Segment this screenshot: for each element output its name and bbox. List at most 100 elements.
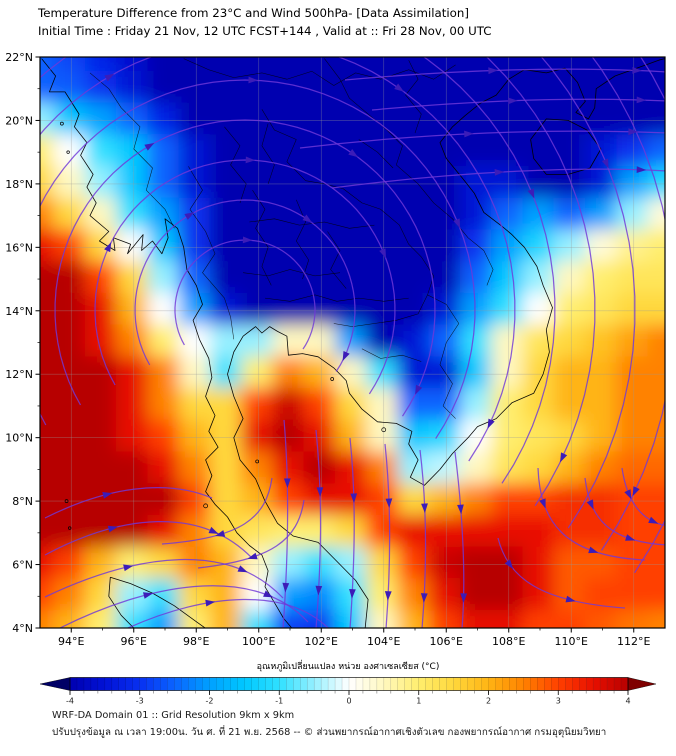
streamline xyxy=(454,451,465,628)
wind-arrowhead xyxy=(144,143,155,151)
coastline-path xyxy=(227,58,665,628)
island-outline xyxy=(66,150,70,154)
lon-tick-label: 106°E xyxy=(430,635,463,648)
colorbar-segment xyxy=(481,677,489,691)
colorbar-segment xyxy=(237,677,245,691)
wind-arrowhead xyxy=(107,525,118,533)
colorbar-segment xyxy=(320,677,329,691)
wind-arrowhead xyxy=(588,546,599,554)
lon-tick-label: 98°E xyxy=(183,635,209,648)
coastline-path xyxy=(361,348,422,362)
coastline-path xyxy=(333,294,428,327)
lon-tick-label: 112°E xyxy=(617,635,650,648)
colorbar-segment xyxy=(397,677,406,691)
footer-update-info: ปรับปรุงข้อมูล ณ เวลา 19:00น. วัน ศ. ที่… xyxy=(52,727,607,738)
colorbar-segment xyxy=(195,677,203,691)
wind-arrowhead xyxy=(420,593,428,603)
wind-arrowhead xyxy=(350,493,358,503)
streamline xyxy=(40,57,556,484)
lon-tick-label: 96°E xyxy=(121,635,147,648)
lon-tick-label: 110°E xyxy=(555,635,588,648)
colorbar-segment xyxy=(530,677,538,691)
wind-arrowhead xyxy=(263,590,274,598)
colorbar-segment xyxy=(83,677,92,691)
streamline xyxy=(127,598,329,628)
colorbar-segment xyxy=(341,677,350,691)
wind-arrowhead xyxy=(625,534,636,541)
coastline-path xyxy=(243,269,341,277)
colorbar-tick-label: 2 xyxy=(486,697,491,706)
colorbar-segment xyxy=(390,677,399,691)
colorbar-over-arrow xyxy=(627,677,657,691)
colorbar-segment xyxy=(411,677,420,691)
colorbar-segment xyxy=(362,677,371,691)
colorbar-segment xyxy=(125,677,134,691)
wind-arrowhead xyxy=(457,504,464,515)
streamline xyxy=(40,57,516,462)
wind-arrowhead xyxy=(539,498,546,509)
streamline xyxy=(197,499,305,569)
lat-tick-label: 14°N xyxy=(5,305,33,318)
colorbar-segment xyxy=(265,677,273,691)
wind-arrowhead xyxy=(632,486,640,497)
wind-arrowhead xyxy=(245,156,256,164)
colorbar-segment xyxy=(327,677,336,691)
colorbar-segment xyxy=(585,677,594,691)
colorbar-segment xyxy=(216,677,224,691)
grid-lines xyxy=(40,57,665,628)
streamline xyxy=(44,521,253,559)
coastline-path xyxy=(41,58,293,628)
wind-arrowhead xyxy=(283,478,291,488)
wind-arrowhead xyxy=(601,158,609,169)
island-outline xyxy=(255,459,260,464)
wind-arrowhead xyxy=(248,76,258,84)
wind-arrowhead xyxy=(247,552,258,560)
streamline xyxy=(134,199,356,372)
island-outline xyxy=(68,526,72,530)
streamline xyxy=(344,68,665,81)
coastline-path xyxy=(89,72,175,229)
wind-arrowhead xyxy=(302,214,313,223)
colorbar-segment xyxy=(181,677,189,691)
coastline-path xyxy=(405,60,422,134)
colorbar-segment xyxy=(376,677,385,691)
wind-arrowhead xyxy=(102,492,113,499)
colorbar-segment xyxy=(460,677,468,691)
colorbar-segment xyxy=(251,677,259,691)
island-outline xyxy=(203,503,208,509)
coastline-path xyxy=(261,123,275,184)
lon-tick-label: 102°E xyxy=(305,635,338,648)
colorbar-segment xyxy=(495,677,503,691)
colorbar: อุณหภูมิเปลี่ยนแปลง หน่วย องศาเซลเซียส (… xyxy=(39,659,657,706)
wind-arrowhead xyxy=(464,130,474,138)
island-outline xyxy=(60,121,64,126)
wind-arrowhead xyxy=(184,212,195,220)
lat-tick-label: 8°N xyxy=(12,495,33,508)
wind-arrowhead xyxy=(453,218,461,229)
coastline-path xyxy=(252,190,272,286)
colorbar-segment xyxy=(111,677,120,691)
colorbar-segment xyxy=(544,677,552,691)
coastline-path xyxy=(108,577,135,628)
wind-arrowhead xyxy=(242,236,253,244)
colorbar-segment xyxy=(474,677,482,691)
colorbar-segment xyxy=(467,677,475,691)
streamline xyxy=(497,537,626,609)
colorbar-segment xyxy=(348,677,357,691)
coastlines-and-borders xyxy=(41,58,665,628)
island-outline xyxy=(330,377,335,381)
colorbar-segment xyxy=(76,677,85,691)
colorbar-segment xyxy=(146,677,155,691)
coastline-path xyxy=(296,199,309,280)
wind-arrowhead xyxy=(586,499,594,510)
wind-arrowhead xyxy=(504,559,514,569)
wind-arrowhead xyxy=(379,248,386,259)
streamline xyxy=(331,168,665,189)
temperature-field xyxy=(40,57,665,628)
colorbar-segment xyxy=(599,677,608,691)
coastline-path xyxy=(249,218,375,229)
wind-arrowhead xyxy=(487,418,495,429)
coastline-path xyxy=(264,294,409,302)
colorbar-segment xyxy=(104,677,113,691)
